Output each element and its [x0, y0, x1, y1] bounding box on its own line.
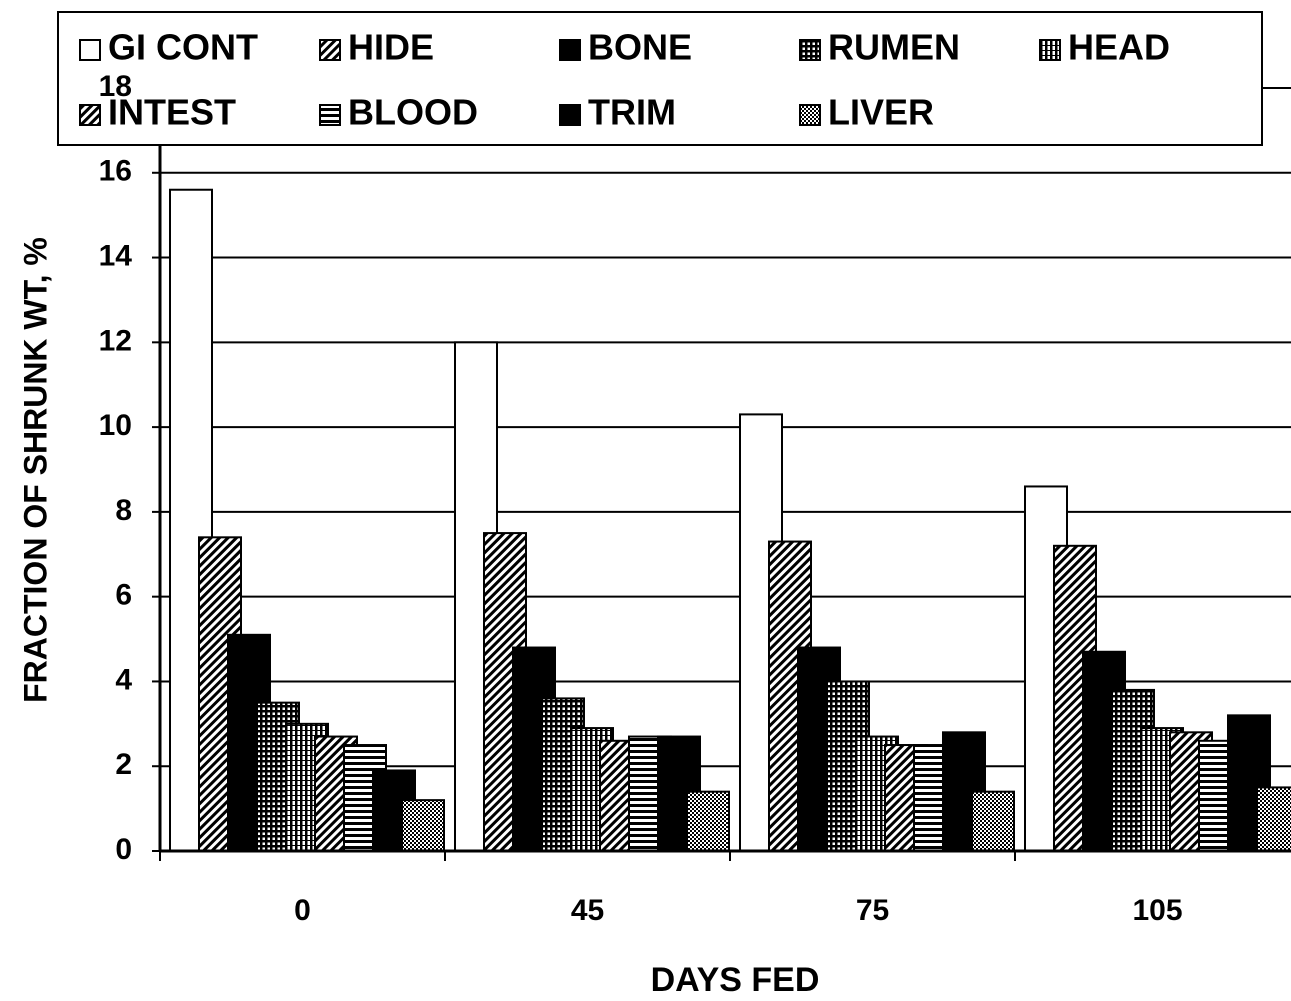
y-tick-label: 2 — [115, 748, 132, 781]
legend-swatch — [79, 39, 101, 61]
x-tick-label: 0 — [294, 894, 311, 927]
y-tick-label: 18 — [99, 70, 132, 103]
legend-swatch — [559, 104, 581, 126]
y-axis-label: FRACTION OF SHRUNK WT, % — [17, 237, 53, 703]
legend-box — [57, 11, 1263, 146]
legend-label: BONE — [588, 27, 692, 68]
legend-label: BLOOD — [348, 92, 478, 133]
bar — [1256, 786, 1291, 853]
y-tick-label: 12 — [99, 324, 132, 357]
legend-swatch — [319, 104, 341, 126]
y-tick-label: 6 — [115, 579, 132, 612]
legend-label: TRIM — [588, 92, 676, 133]
legend-swatch — [1039, 39, 1061, 61]
bar — [686, 790, 730, 853]
y-tick-label: 14 — [99, 239, 133, 272]
legend-label: RUMEN — [828, 27, 960, 68]
legend-swatch — [79, 104, 101, 126]
bar — [1227, 714, 1271, 852]
y-tick-label: 16 — [99, 155, 132, 188]
legend-label: INTEST — [108, 92, 236, 133]
legend-label: HEAD — [1068, 27, 1170, 68]
legend-label: LIVER — [828, 92, 934, 133]
y-tick-label: 0 — [115, 833, 132, 866]
x-tick-label: 75 — [856, 894, 889, 927]
bar — [971, 790, 1015, 853]
x-axis-label: DAYS FED — [651, 961, 820, 999]
legend-swatch — [799, 104, 821, 126]
legend-swatch — [799, 39, 821, 61]
legend-swatch — [559, 39, 581, 61]
y-tick-label: 8 — [115, 494, 132, 527]
legend-label: HIDE — [348, 27, 434, 68]
y-tick-label: 4 — [115, 663, 132, 696]
bar — [401, 799, 445, 853]
x-tick-label: 105 — [1132, 894, 1182, 927]
legend-label: GI CONT — [108, 27, 258, 68]
legend-swatch — [319, 39, 341, 61]
y-tick-label: 10 — [99, 409, 132, 442]
x-tick-label: 45 — [571, 894, 604, 927]
